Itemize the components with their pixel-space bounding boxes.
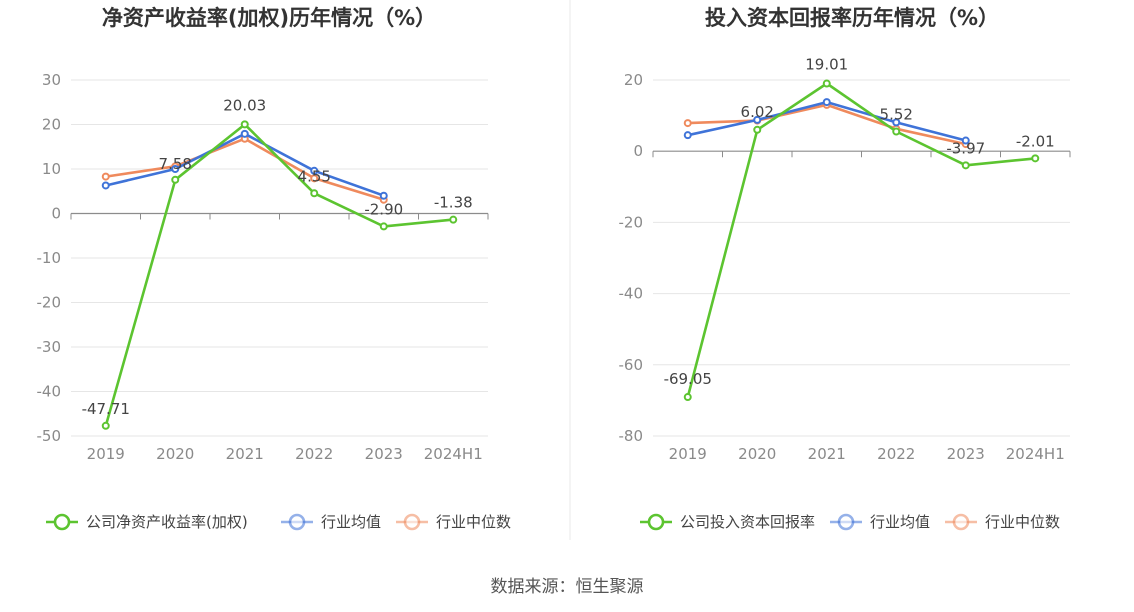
data-point-industry_avg bbox=[892, 118, 901, 127]
data-point-company bbox=[310, 189, 319, 198]
y-tick-label: 30 bbox=[42, 71, 61, 89]
data-label: -2.01 bbox=[1016, 132, 1055, 150]
y-tick-label: -10 bbox=[37, 249, 62, 267]
y-tick-label: 10 bbox=[42, 160, 61, 178]
data-label: 5.52 bbox=[880, 106, 913, 124]
y-tick-label: -30 bbox=[37, 338, 62, 356]
legend-marker bbox=[952, 513, 970, 531]
data-point-industry_avg bbox=[961, 136, 970, 145]
data-point-company bbox=[240, 120, 249, 129]
y-tick-label: 0 bbox=[633, 142, 643, 160]
series-line-industry_median bbox=[687, 103, 967, 146]
data-point-company bbox=[101, 421, 110, 430]
data-point-company bbox=[892, 127, 901, 136]
x-tick-label: 2019 bbox=[87, 445, 125, 463]
data-label: 20.03 bbox=[223, 96, 266, 114]
x-tick-label: 2021 bbox=[808, 445, 846, 463]
x-tick-label: 2023 bbox=[947, 445, 985, 463]
chart-title: 净资产收益率(加权)历年情况（%） bbox=[102, 6, 436, 30]
legend-label: 行业中位数 bbox=[985, 513, 1060, 531]
data-label: -47.71 bbox=[82, 400, 130, 418]
legend-item-industry_median[interactable]: 行业中位数 bbox=[945, 513, 1060, 531]
legend-label: 公司投入资本回报率 bbox=[680, 513, 815, 531]
y-tick-label: 20 bbox=[624, 71, 643, 89]
data-point-industry_avg bbox=[171, 165, 180, 173]
data-point-company bbox=[961, 161, 970, 170]
data-label: 6.02 bbox=[741, 103, 774, 121]
chart-panel-2: 投入资本回报率历年情况（%） 20 0 -20 -40 -60 -80 2019 2020 202… bbox=[619, 6, 1071, 531]
data-point-industry_median bbox=[101, 172, 110, 181]
series-line-company bbox=[104, 123, 454, 427]
y-tick-label: -40 bbox=[619, 285, 644, 303]
data-point-industry_avg bbox=[101, 181, 110, 190]
legend-item-company[interactable]: 公司净资产收益率(加权) bbox=[46, 513, 248, 531]
data-point-industry_avg bbox=[310, 166, 319, 175]
data-point-industry_avg bbox=[379, 191, 388, 200]
y-tick-label: -20 bbox=[619, 213, 644, 231]
x-tick-label: 2024H1 bbox=[1006, 445, 1065, 463]
legend-label: 公司净资产收益率(加权) bbox=[86, 513, 248, 531]
y-tick-label: 0 bbox=[51, 205, 61, 223]
data-point-company bbox=[753, 125, 762, 134]
data-point-company bbox=[449, 215, 458, 224]
data-point-company bbox=[683, 393, 692, 402]
legend-label: 行业中位数 bbox=[436, 513, 511, 531]
data-point-company bbox=[171, 175, 180, 184]
data-label: 19.01 bbox=[805, 56, 848, 74]
legend-item-industry_avg[interactable]: 行业均值 bbox=[281, 513, 381, 531]
y-tick-label: 20 bbox=[42, 116, 61, 134]
legend-label: 行业均值 bbox=[321, 513, 381, 531]
legend-item-industry_avg[interactable]: 行业均值 bbox=[830, 513, 930, 531]
data-source-label: 数据来源：恒生聚源 bbox=[491, 577, 644, 597]
data-point-industry_avg bbox=[683, 131, 692, 140]
chart-panel-1: 净资产收益率(加权)历年情况（%） 30 20 10 0 -10 -20 -30 -40 -50 2… bbox=[37, 6, 512, 531]
data-point-industry_avg bbox=[240, 129, 249, 138]
legend-marker bbox=[403, 513, 421, 531]
data-point-industry_avg bbox=[753, 115, 762, 124]
data-point-company bbox=[1031, 154, 1040, 163]
x-tick-label: 2022 bbox=[877, 445, 915, 463]
data-point-company bbox=[379, 222, 388, 231]
x-tick-label: 2024H1 bbox=[424, 445, 483, 463]
data-label: -2.90 bbox=[364, 200, 403, 218]
series-line-company bbox=[686, 82, 1036, 398]
legend-item-industry_median[interactable]: 行业中位数 bbox=[396, 513, 511, 531]
data-point-industry_median bbox=[310, 174, 319, 183]
x-tick-label: 2021 bbox=[226, 445, 264, 463]
y-tick-label: -40 bbox=[37, 383, 62, 401]
x-tick-label: 2020 bbox=[156, 445, 194, 463]
legend-marker bbox=[647, 513, 665, 531]
y-tick-label: -60 bbox=[619, 356, 644, 374]
chart-title: 投入资本回报率历年情况（%） bbox=[705, 6, 999, 30]
x-tick-label: 2022 bbox=[295, 445, 333, 463]
y-tick-label: -50 bbox=[37, 427, 62, 445]
data-label: -1.38 bbox=[434, 194, 473, 212]
data-label: 7.58 bbox=[159, 155, 192, 173]
x-tick-label: 2023 bbox=[365, 445, 403, 463]
data-point-industry_avg bbox=[822, 98, 831, 107]
legend-label: 行业均值 bbox=[870, 513, 930, 531]
x-tick-label: 2020 bbox=[738, 445, 776, 463]
data-label: -69.05 bbox=[664, 370, 712, 388]
data-label: 4.55 bbox=[298, 167, 331, 185]
data-point-company bbox=[822, 79, 831, 88]
x-tick-label: 2019 bbox=[669, 445, 707, 463]
y-tick-label: -80 bbox=[619, 427, 644, 445]
legend-marker bbox=[53, 513, 71, 531]
legend-item-company[interactable]: 公司投入资本回报率 bbox=[640, 513, 815, 531]
y-tick-label: -20 bbox=[37, 294, 62, 312]
legend-marker bbox=[837, 513, 855, 531]
data-label: -3.97 bbox=[946, 139, 985, 157]
legend-marker bbox=[288, 513, 306, 531]
data-point-industry_median bbox=[683, 119, 692, 128]
